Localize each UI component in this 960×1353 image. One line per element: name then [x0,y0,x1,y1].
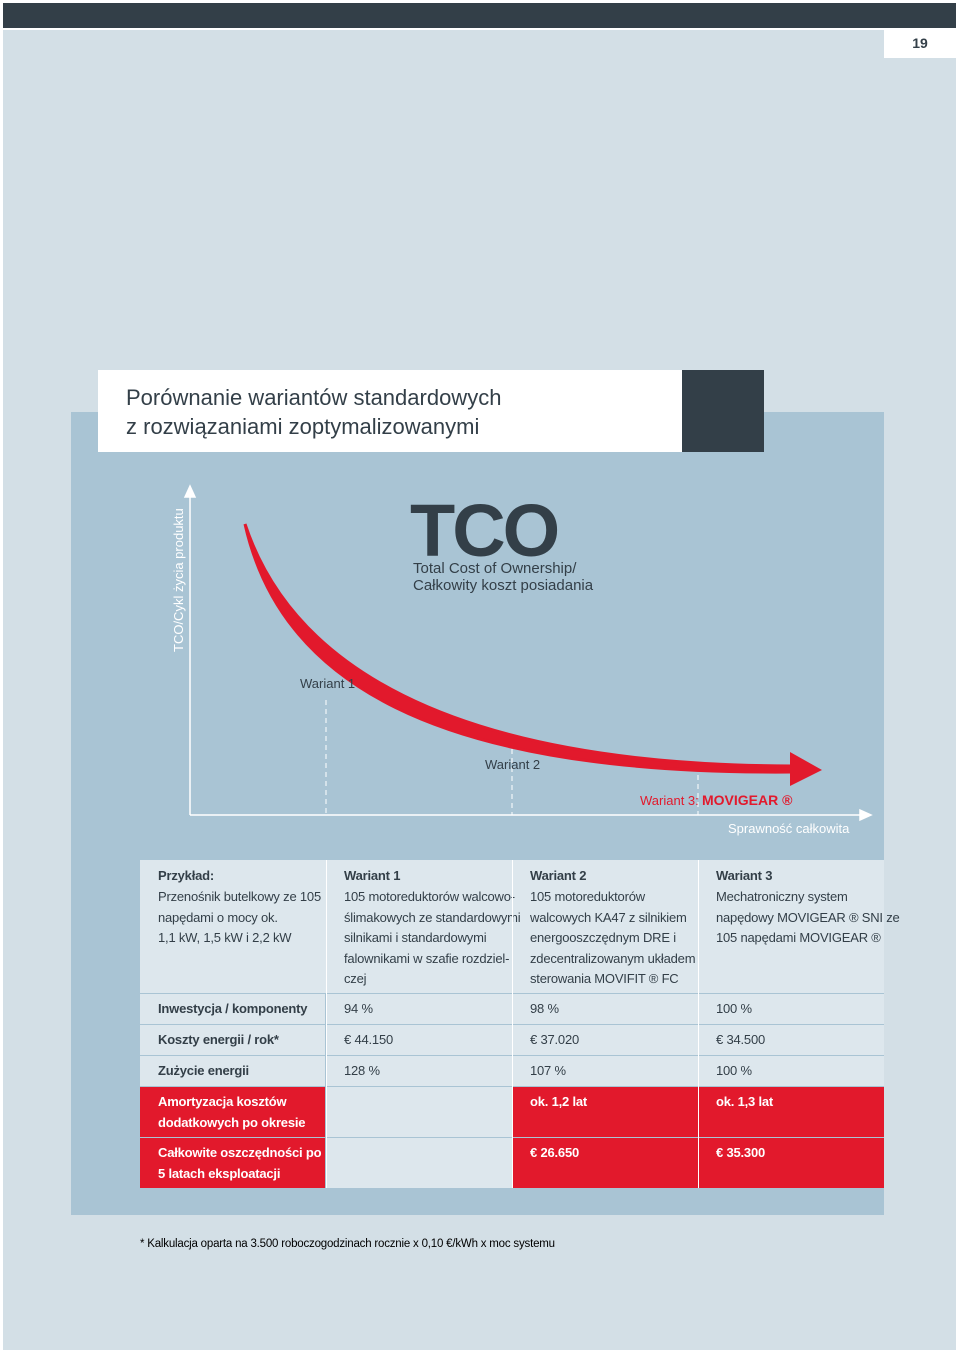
cell-bg [327,1087,512,1137]
row-label: 5 latach eksploatacji [158,1165,281,1181]
cell-bg [513,1138,698,1188]
cell-value: € 34.500 [716,1032,766,1047]
variant-label: Wariant 1 [300,676,355,691]
page-number: 19 [884,28,956,58]
header-text: 105 motoreduktorów walcowo- [344,889,515,904]
cell-bg [699,1138,884,1188]
header-text: walcowych KA47 z silnikiem [530,909,687,925]
cell-bg [513,994,698,1024]
title: Porównanie wariantów standardowych z roz… [126,383,501,441]
header-text: napędami o mocy ok. [158,909,278,925]
cell-value: € 26.650 [530,1145,580,1160]
x-arrow [859,808,873,822]
curve-arrow [790,752,822,786]
cell-value: € 44.150 [344,1032,394,1047]
cell-value: 100 % [716,1001,752,1016]
header-text: Przenośnik butelkowy ze 105 [158,889,321,904]
row-label: Amortyzacja kosztów [158,1094,287,1109]
row-label: Koszty energii / rok* [158,1032,279,1047]
y-axis-label: TCO/Cykl życia produktu [171,508,186,652]
column-divider [698,860,699,1188]
cell-bg [327,1025,512,1055]
tco-subtitle: Total Cost of Ownership/ [413,560,577,577]
header-text: Mechatroniczny system [716,889,848,904]
row-label-bg [140,1056,325,1086]
header-title: Wariant 3 [716,868,773,883]
diagram: TCO/Cykl życia produktu TCO Total Cost o… [171,484,873,836]
title-line: z rozwiązaniami zoptymalizowanymi [126,414,480,439]
header-text: 105 motoreduktorów [530,889,645,904]
row-label: dodatkowych po okresie [158,1114,306,1130]
top-bar [3,3,956,28]
title-box [98,370,682,452]
cell-bg [327,1138,512,1188]
header-title: Przykład: [158,868,215,883]
cell-value: 100 % [716,1063,752,1078]
cell-value: 128 % [344,1063,380,1078]
cell-value: 107 % [530,1063,566,1078]
cell-bg [513,1056,698,1086]
row-label: Inwestycja / komponenty [158,1001,308,1016]
header-text: czej [344,971,367,986]
cell-bg [699,1056,884,1086]
header-text: energooszczędnym DRE i [530,930,676,945]
cell-value: 94 % [344,1001,373,1016]
cell-bg [513,1025,698,1055]
x-axis-label: Sprawność całkowita [728,821,850,836]
cell-value: ok. 1,2 lat [530,1094,588,1109]
cell-bg [699,994,884,1024]
header-text: silnikami i standardowymi [344,930,487,945]
header-text: napędowy MOVIGEAR ® SNI ze [716,909,900,925]
cell-value: € 37.020 [530,1032,580,1047]
header-text: sterowania MOVIFIT ® FC [530,971,679,986]
title-line: Porównanie wariantów standardowych [126,385,502,410]
header-text: zdecentralizowanym układem [530,950,696,966]
tco-subtitle: Całkowity koszt posiadania [413,577,594,594]
variant-label: Wariant 3: [640,793,699,808]
cell-value: ok. 1,3 lat [716,1094,774,1109]
cell-bg [327,1056,512,1086]
column-divider [512,860,513,1188]
column-divider [326,860,327,1188]
header-text: 1,1 kW, 1,5 kW i 2,2 kW [158,930,292,945]
cell-value: € 35.300 [716,1145,766,1160]
row-label-bg [140,994,325,1024]
tco: TCO [410,489,558,572]
row-label: Zużycie energii [158,1063,249,1078]
brand: MOVIGEAR ® [702,792,793,808]
cell-value: 98 % [530,1001,559,1016]
title-accent [682,370,764,452]
cell-bg [327,994,512,1024]
row-label-bg [140,1087,325,1137]
row-label: Całkowite oszczędności po [158,1145,322,1160]
row-label-bg [140,1025,325,1055]
header-text: 105 napędami MOVIGEAR ® [716,930,881,945]
row-label-bg [140,1138,325,1188]
variant-label: Wariant 2 [485,757,540,772]
header-text: falownikami w szafie rozdziel- [344,950,510,966]
cell-bg [699,1087,884,1137]
header-text: ślimakowych ze standardowymi [344,909,521,925]
cell-bg [699,1025,884,1055]
header-title: Wariant 1 [344,868,401,883]
footnote: * Kalkulacja oparta na 3.500 roboczogodz… [140,1238,555,1250]
y-arrow [183,484,197,498]
cell-bg [513,1087,698,1137]
header-title: Wariant 2 [530,868,587,883]
